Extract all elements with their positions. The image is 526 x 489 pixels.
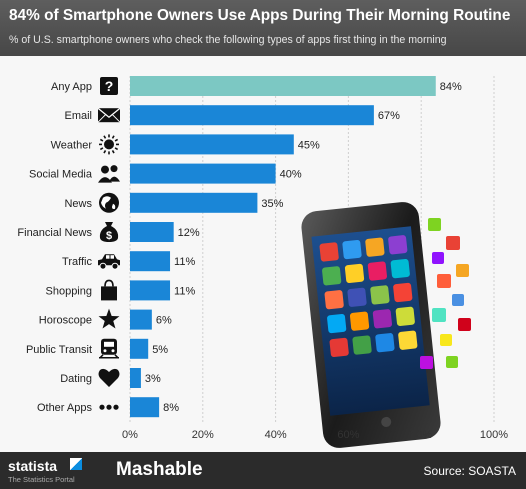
bar-value-label: 5% bbox=[152, 344, 168, 356]
bar bbox=[130, 163, 276, 184]
statista-tagline: The Statistics Portal bbox=[8, 475, 75, 484]
header-banner: 84% of Smartphone Owners Use Apps During… bbox=[0, 0, 526, 56]
bar bbox=[130, 280, 171, 301]
bar bbox=[130, 251, 171, 272]
bar bbox=[130, 192, 258, 213]
bar bbox=[130, 309, 152, 330]
category-label: News bbox=[64, 198, 92, 210]
category-label: Horoscope bbox=[39, 315, 92, 327]
bar bbox=[130, 368, 141, 388]
category-label: Traffic bbox=[62, 256, 92, 268]
bar-value-label: 11% bbox=[174, 256, 195, 268]
globe-icon bbox=[99, 192, 119, 213]
bars: 84% 67% 45% 40% 35% 12% 11% 11% 6% 5% 3% 8% bbox=[130, 76, 462, 418]
chart-title: 84% of Smartphone Owners Use Apps During… bbox=[9, 7, 511, 24]
x-tick-label: 20% bbox=[192, 429, 214, 441]
star-icon bbox=[98, 308, 120, 329]
x-axis-ticks: 0% 20% 40% 60% 80% 100% bbox=[122, 429, 508, 441]
question-mark-icon: ? bbox=[100, 77, 118, 95]
x-tick-label: 80% bbox=[410, 429, 432, 441]
smartphone-illustration bbox=[301, 202, 471, 448]
mashable-logo[interactable]: Mashable bbox=[116, 459, 203, 480]
bar-value-label: 67% bbox=[378, 110, 400, 122]
statista-flag-icon bbox=[70, 458, 82, 470]
bar-chart: 84% 67% 45% 40% 35% 12% 11% 11% 6% 5% 3% 8% Any App… bbox=[17, 76, 508, 448]
bar bbox=[130, 105, 374, 126]
bar-value-label: 8% bbox=[163, 402, 179, 414]
category-label: Social Media bbox=[29, 169, 93, 181]
x-tick-label: 60% bbox=[337, 429, 359, 441]
car-icon bbox=[98, 254, 120, 270]
statista-logo[interactable]: statista The Statistics Portal bbox=[8, 458, 75, 484]
bar-value-label: 45% bbox=[298, 139, 320, 151]
bar-value-label: 6% bbox=[156, 315, 172, 327]
category-label: Public Transit bbox=[26, 344, 92, 356]
bar bbox=[130, 134, 294, 155]
x-tick-label: 100% bbox=[480, 429, 508, 441]
bar bbox=[130, 222, 174, 242]
category-label: Other Apps bbox=[37, 402, 93, 414]
svg-text:?: ? bbox=[105, 78, 114, 94]
bar-value-label: 35% bbox=[261, 198, 283, 210]
bar-value-label: 11% bbox=[174, 285, 195, 297]
train-icon bbox=[99, 338, 119, 359]
people-icon bbox=[98, 165, 120, 183]
money-bag-icon: $ bbox=[99, 222, 119, 242]
shopping-bag-icon bbox=[101, 279, 117, 301]
bar-value-label: 12% bbox=[178, 227, 200, 239]
sun-icon bbox=[99, 134, 119, 155]
category-label: Financial News bbox=[17, 227, 92, 239]
bar-value-label: 3% bbox=[145, 373, 161, 385]
chart-subtitle: % of U.S. smartphone owners who check th… bbox=[9, 34, 447, 46]
svg-text:$: $ bbox=[106, 230, 112, 242]
category-labels: Any App Email Weather Social Media News Finan… bbox=[17, 81, 92, 414]
category-label: Any App bbox=[51, 81, 92, 93]
bar bbox=[130, 397, 160, 418]
envelope-icon bbox=[97, 107, 121, 123]
ellipsis-icon bbox=[99, 404, 119, 410]
x-tick-label: 0% bbox=[122, 429, 138, 441]
heart-icon bbox=[98, 368, 120, 387]
footer-banner: statista The Statistics Portal Mashable … bbox=[0, 452, 526, 489]
bar-value-label: 40% bbox=[280, 169, 302, 181]
bar bbox=[130, 338, 149, 359]
x-tick-label: 40% bbox=[265, 429, 287, 441]
category-label: Weather bbox=[51, 139, 93, 151]
bar-value-label: 84% bbox=[440, 81, 462, 93]
category-icons: ?$ bbox=[97, 77, 121, 410]
category-label: Shopping bbox=[46, 285, 93, 297]
source-note: Source: SOASTA bbox=[423, 464, 516, 478]
category-label: Email bbox=[64, 110, 92, 122]
bar bbox=[130, 76, 436, 96]
category-label: Dating bbox=[60, 373, 92, 385]
statista-name: statista bbox=[8, 458, 58, 474]
